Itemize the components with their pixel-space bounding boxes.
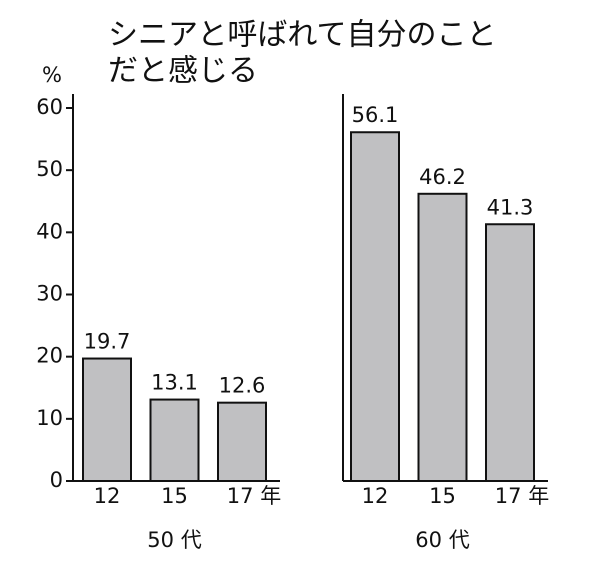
bar	[217, 401, 267, 483]
panel-label: 50 代	[147, 528, 201, 552]
x-tick-label: 15	[161, 484, 188, 508]
y-tick-label: 60	[36, 95, 63, 119]
value-label: 13.1	[151, 371, 198, 395]
y-tick-label: 10	[36, 406, 63, 430]
chart-title: だと感じる	[108, 54, 258, 89]
bar	[149, 398, 200, 483]
y-tick-label: 0	[50, 468, 63, 492]
x-tick-label: 17 年	[495, 484, 549, 508]
y-tick-label: 30	[36, 282, 63, 306]
panel-label: 60 代	[415, 528, 469, 552]
bar	[82, 357, 132, 483]
value-label: 19.7	[84, 330, 131, 354]
bar	[350, 131, 400, 482]
y-tick-label: 40	[36, 219, 63, 243]
y-tick-label: 50	[36, 157, 63, 181]
value-label: 56.1	[352, 103, 399, 127]
x-tick-label: 15	[429, 484, 456, 508]
value-label: 41.3	[487, 195, 534, 219]
value-label: 46.2	[419, 165, 466, 189]
bar	[485, 223, 535, 482]
y-tick-label: 20	[36, 344, 63, 368]
x-tick-label: 12	[362, 484, 389, 508]
x-tick-label: 17 年	[227, 484, 281, 508]
x-tick-label: 12	[94, 484, 121, 508]
value-label: 12.6	[219, 374, 266, 398]
y-unit: %	[42, 63, 62, 87]
bar	[417, 192, 468, 482]
chart-title: シニアと呼ばれて自分のこと	[108, 18, 497, 53]
